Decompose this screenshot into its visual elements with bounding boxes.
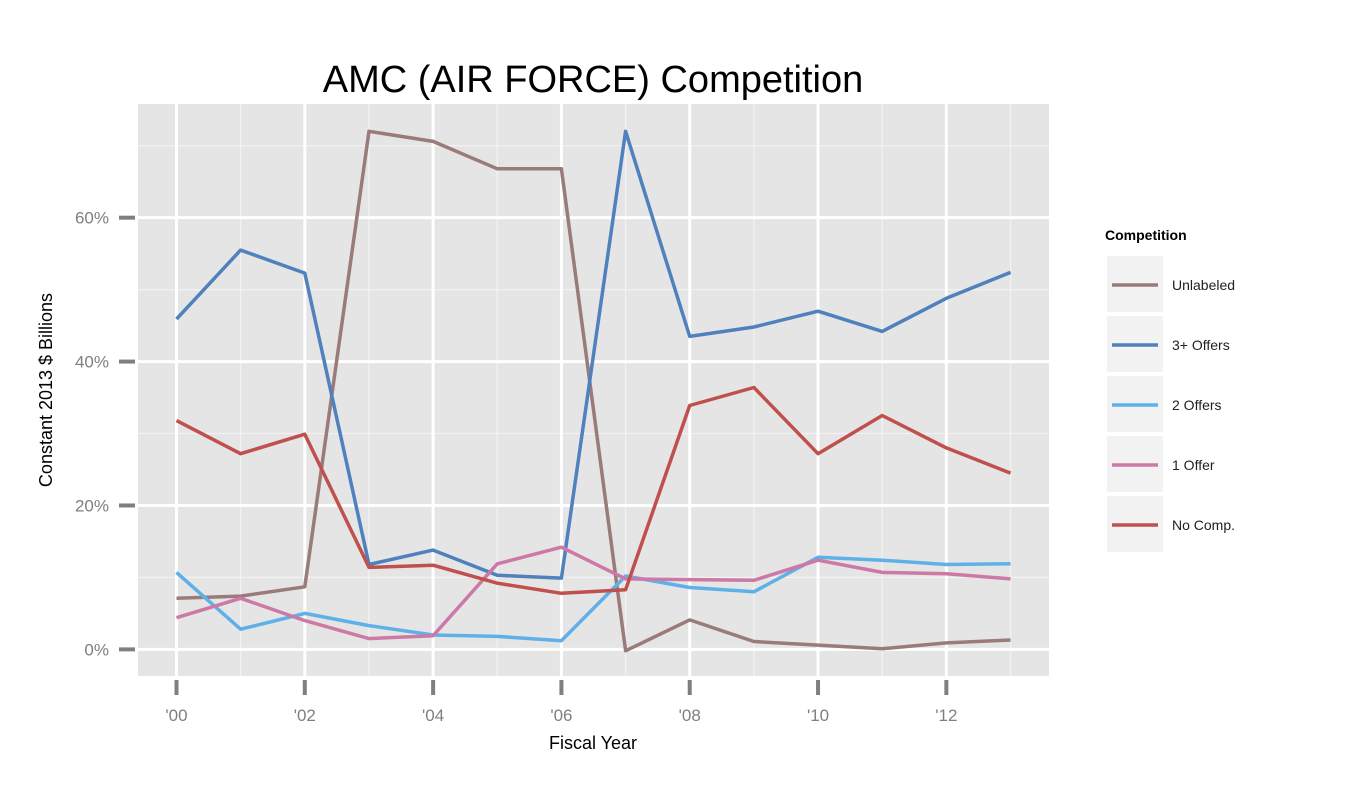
- y-axis: 0% 20% 40% 60%: [75, 209, 135, 659]
- legend-item: No Comp.: [1107, 496, 1235, 552]
- x-tick-label: '10: [807, 706, 829, 725]
- x-axis: '00 '02 '04 '06 '08 '10 '12: [165, 680, 957, 725]
- plot-panel: [138, 104, 1049, 676]
- series-line-1-offer: [175, 545, 1011, 641]
- legend-label: 2 Offers: [1172, 397, 1222, 413]
- x-tick-label: '00: [165, 706, 187, 725]
- y-tick-label: 0%: [84, 640, 109, 659]
- minor-gridlines: [138, 104, 1049, 676]
- y-tick-label: 60%: [75, 209, 109, 228]
- x-tick-label: '06: [550, 706, 572, 725]
- series-line-unlabeled: [176, 129, 1011, 653]
- legend-label: No Comp.: [1172, 517, 1235, 533]
- series-lines: [175, 129, 1012, 653]
- legend-label: 1 Offer: [1172, 457, 1215, 473]
- legend: Competition Unlabeled 3+ Offers 2 Offers 1 …: [1105, 227, 1235, 552]
- legend-title: Competition: [1105, 227, 1187, 243]
- legend-items: Unlabeled 3+ Offers 2 Offers 1 Offer No Comp…: [1107, 256, 1235, 552]
- y-tick-label: 40%: [75, 353, 109, 372]
- legend-label: Unlabeled: [1172, 277, 1235, 293]
- x-tick-label: '08: [679, 706, 701, 725]
- chart-title: AMC (AIR FORCE) Competition: [323, 59, 864, 101]
- x-tick-label: '12: [935, 706, 957, 725]
- legend-label: 3+ Offers: [1172, 337, 1230, 353]
- series-line-2-offers: [175, 555, 1011, 643]
- series-line-no-comp: [175, 385, 1012, 596]
- x-tick-label: '02: [294, 706, 316, 725]
- x-axis-title: Fiscal Year: [549, 733, 637, 753]
- y-axis-title: Constant 2013 $ Billions: [36, 293, 56, 487]
- x-tick-label: '04: [422, 706, 444, 725]
- legend-item: 1 Offer: [1107, 436, 1215, 492]
- legend-item: Unlabeled: [1107, 256, 1235, 312]
- legend-item: 2 Offers: [1107, 376, 1222, 432]
- legend-item: 3+ Offers: [1107, 316, 1230, 372]
- y-tick-label: 20%: [75, 496, 109, 515]
- series-line-3-offers: [175, 129, 1012, 580]
